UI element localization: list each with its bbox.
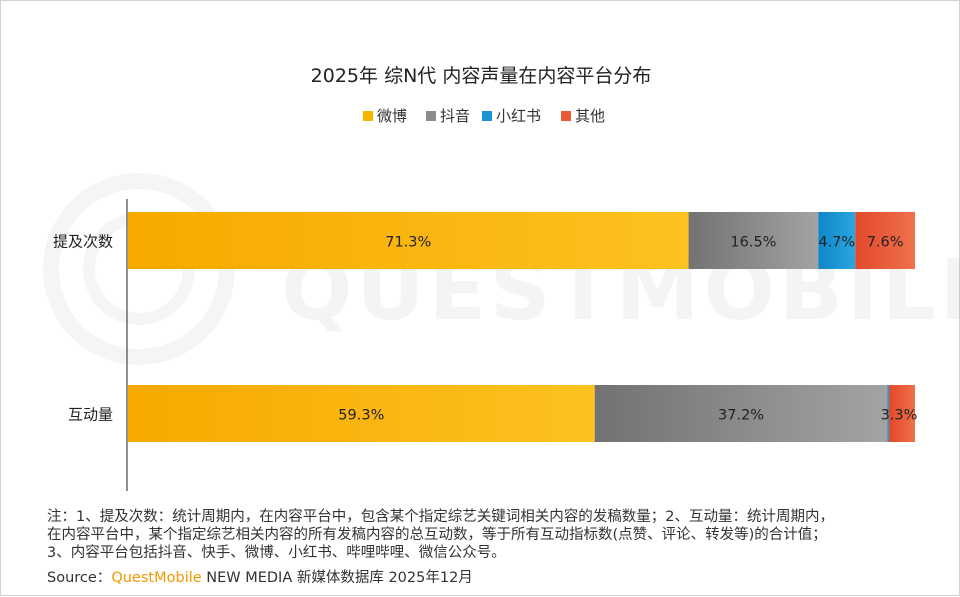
legend: 微博 抖音 小红书 其他 <box>363 107 605 125</box>
bar-1-3 <box>889 385 915 442</box>
bar-1-2 <box>887 385 890 442</box>
data-label-0-1: 16.5% <box>730 235 776 251</box>
data-label-1-0: 59.3% <box>338 408 384 424</box>
chart-title: 2025年 综N代 内容声量在内容平台分布 <box>311 65 652 87</box>
bar-0-0 <box>128 212 689 269</box>
footnote-line-1: 注：1、提及次数：统计周期内，在内容平台中，包含某个指定综艺关键词相关内容的发稿… <box>47 509 834 525</box>
bar-1-1 <box>594 385 888 442</box>
category-label-1: 互动量 <box>68 406 113 424</box>
data-label-1-3: 3.3% <box>881 408 918 424</box>
bar-0-2 <box>818 212 856 269</box>
bar-0-1 <box>688 212 819 269</box>
footnote-line-2: 在内容平台中，某个指定综艺相关内容的所有发稿内容的总互动数，等于所有互动指标数(… <box>47 527 827 543</box>
footnote-line-3: 3、内容平台包括抖音、快手、微博、小红书、哔哩哔哩、微信公众号。 <box>47 545 506 561</box>
category-label-0: 提及次数 <box>53 233 113 251</box>
legend-swatch-2 <box>482 111 492 121</box>
legend-label-2: 小红书 <box>496 107 541 125</box>
data-label-0-3: 7.6% <box>867 235 904 251</box>
legend-swatch-3 <box>561 111 571 121</box>
legend-label-0: 微博 <box>377 107 407 125</box>
source-brand: QuestMobile <box>111 570 202 586</box>
legend-swatch-1 <box>426 111 436 121</box>
source-label: Source： <box>47 570 112 586</box>
footnote: 注：1、提及次数：统计周期内，在内容平台中，包含某个指定综艺关键词相关内容的发稿… <box>47 508 927 562</box>
source-line: Source：QuestMobile NEW MEDIA 新媒体数据库 2025… <box>47 566 473 587</box>
data-label-1-1: 37.2% <box>718 408 764 424</box>
data-label-0-2: 4.7% <box>818 235 855 251</box>
bar-1-0 <box>128 385 595 442</box>
bars <box>128 212 915 442</box>
bar-0-3 <box>855 212 915 269</box>
data-label-0-0: 71.3% <box>385 235 431 251</box>
legend-label-3: 其他 <box>575 107 605 125</box>
legend-label-1: 抖音 <box>440 107 470 125</box>
source-text: NEW MEDIA 新媒体数据库 2025年12月 <box>201 570 473 586</box>
legend-swatch-0 <box>363 111 373 121</box>
data-labels: 提及次数 71.3% 16.5% 4.7% 7.6% 互动量 59.3% 37.2% 3.3% <box>53 233 917 424</box>
